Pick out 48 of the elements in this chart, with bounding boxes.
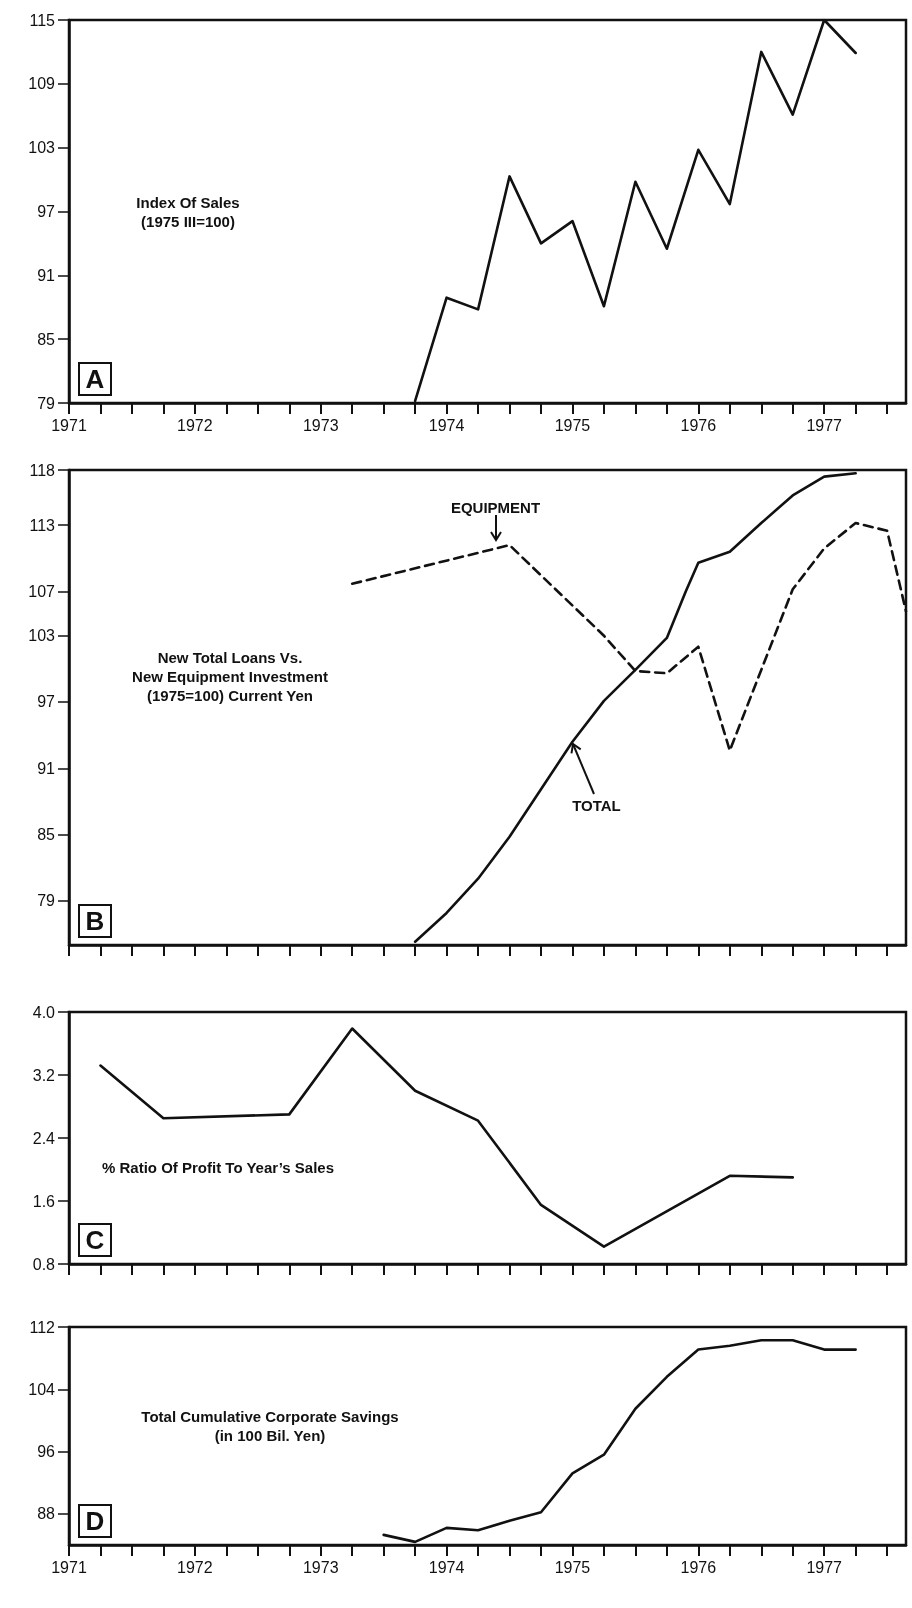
- y-tick-label: 1.6: [32, 1192, 56, 1210]
- x-tick-label: 1972: [177, 1558, 213, 1576]
- x-tick-label: 1976: [680, 416, 717, 434]
- x-tick-label: 1975: [554, 416, 591, 434]
- x-tick-label: 1975: [554, 1558, 591, 1576]
- y-tick-label: 88: [37, 1505, 56, 1523]
- y-tick-label: 97: [37, 693, 56, 711]
- y-tick-label: 104: [28, 1380, 56, 1398]
- text: Total Cumulative Corporate Savings (in 100 Bil. Yen): [141, 1408, 399, 1444]
- y-tick-label: 118: [29, 461, 56, 479]
- x-tick-label: 1973: [302, 1558, 339, 1576]
- y-tick-label: 115: [29, 11, 56, 29]
- x-tick-label: 1974: [428, 416, 465, 434]
- y-tick-label: 96: [37, 1443, 56, 1461]
- y-tick-label: 91: [37, 759, 56, 777]
- annotation: D: [85, 1506, 105, 1536]
- y-tick-label: 0.8: [32, 1255, 56, 1273]
- x-tick-label: 1971: [51, 1558, 87, 1576]
- y-tick-label: 79: [37, 892, 56, 910]
- annotation: A: [85, 364, 105, 394]
- y-tick-label: 113: [29, 516, 56, 534]
- text: % Ratio Of Profit To Year’s Sales: [102, 1159, 335, 1176]
- y-tick-label: 85: [37, 826, 56, 844]
- y-tick-label: 107: [28, 583, 56, 601]
- y-tick-label: 103: [28, 627, 56, 645]
- y-tick-label: 103: [28, 139, 56, 157]
- x-tick-label: 1976: [680, 1558, 717, 1576]
- y-tick-label: 85: [37, 330, 56, 348]
- annotation: B: [85, 906, 105, 936]
- y-tick-label: 3.2: [32, 1066, 56, 1084]
- y-tick-label: 79: [37, 394, 56, 412]
- y-tick-label: 109: [28, 75, 56, 93]
- y-tick-label: 112: [29, 1318, 56, 1336]
- y-tick-label: 91: [37, 266, 56, 284]
- x-tick-label: 1974: [428, 1558, 465, 1576]
- text: EQUIPMENT: [450, 499, 541, 517]
- x-tick-label: 1977: [806, 1558, 843, 1576]
- x-tick-label: 1971: [51, 416, 87, 434]
- text: TOTAL: [572, 796, 621, 814]
- y-tick-label: 4.0: [32, 1003, 56, 1021]
- x-tick-label: 1972: [177, 416, 213, 434]
- text: Index Of Sales (1975 III=100): [136, 194, 240, 230]
- text: New Total Loans Vs. New Equipment Investment (1975=100) Current Yen: [132, 649, 328, 704]
- y-tick-label: 97: [37, 203, 56, 220]
- y-tick-label: 2.4: [32, 1129, 56, 1147]
- x-tick-label: 1973: [302, 416, 339, 434]
- x-tick-label: 1977: [806, 416, 843, 434]
- annotation: C: [85, 1225, 105, 1255]
